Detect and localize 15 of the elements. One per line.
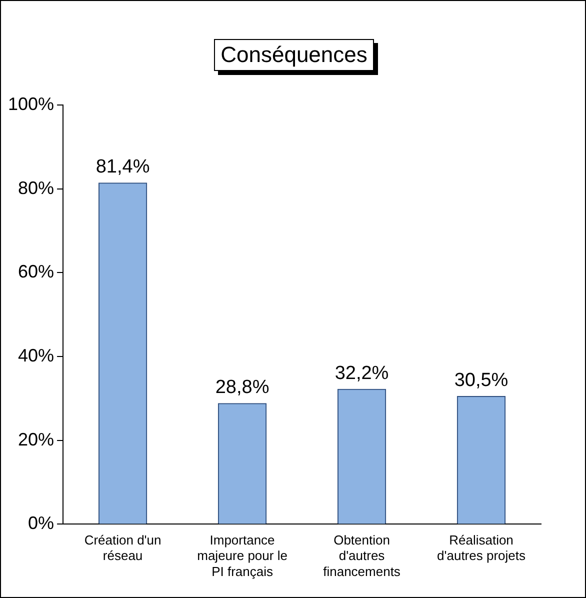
data-label: 81,4%	[96, 156, 150, 178]
data-label: 32,2%	[334, 362, 389, 384]
data-label: 28,8%	[215, 377, 270, 398]
y-tick-label: 100%	[8, 94, 54, 114]
y-tick-label: 0%	[28, 513, 54, 534]
y-tick-label: 40%	[18, 345, 54, 366]
data-label: 30,5%	[454, 370, 508, 392]
x-tick-label: Obtention d'autres financements	[323, 532, 401, 579]
y-tick-label: 80%	[18, 178, 54, 198]
chart-title: Conséquences	[214, 39, 374, 71]
x-tick-label: Création d'un réseau	[84, 532, 162, 564]
y-tick-label: 60%	[18, 262, 54, 282]
x-tick-label: Réalisation d'autres projets	[437, 532, 526, 564]
y-tick-label: 20%	[18, 429, 54, 450]
x-tick-label: Importance majeure pour le PI français	[197, 532, 288, 579]
